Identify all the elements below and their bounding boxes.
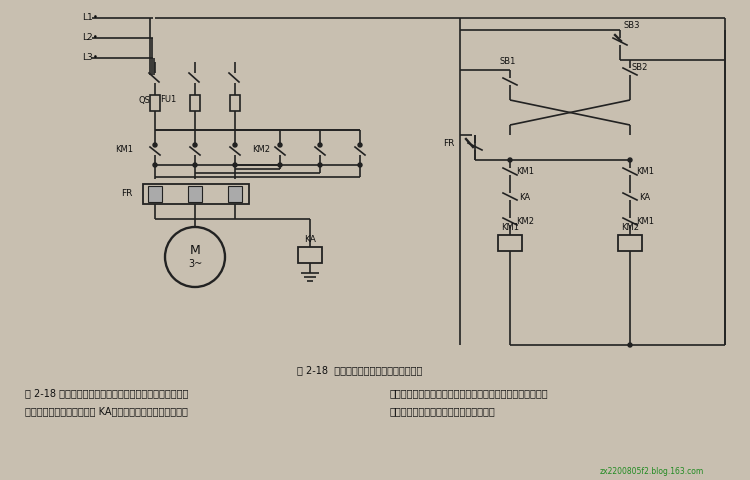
- Text: FR: FR: [444, 139, 455, 147]
- Text: KA: KA: [304, 235, 316, 243]
- Text: 3~: 3~: [188, 259, 202, 269]
- Text: SB3: SB3: [624, 21, 640, 29]
- Text: 图 2-18 所示为带中间继电器的可逆运行控制线路。该线路
由于加装了一只中间继电器 KA，就可防止电动机可逆运行时: 图 2-18 所示为带中间继电器的可逆运行控制线路。该线路 由于加装了一只中间继…: [25, 388, 188, 416]
- Circle shape: [318, 163, 322, 167]
- Text: KM2: KM2: [621, 224, 639, 232]
- Circle shape: [508, 158, 512, 162]
- Text: KM1: KM1: [501, 224, 519, 232]
- Bar: [230, 95, 240, 111]
- Text: zx2200805f2.blog.163.com: zx2200805f2.blog.163.com: [600, 468, 704, 477]
- Text: KA: KA: [640, 192, 650, 202]
- Circle shape: [233, 163, 237, 167]
- Text: KM1: KM1: [516, 168, 534, 177]
- Circle shape: [628, 158, 632, 162]
- Bar: [188, 186, 202, 202]
- Text: KM2: KM2: [252, 145, 270, 155]
- Circle shape: [153, 163, 157, 167]
- Bar: [143, 184, 249, 204]
- Text: KM1: KM1: [636, 168, 654, 177]
- Text: FR: FR: [122, 190, 133, 199]
- Text: SB2: SB2: [632, 63, 648, 72]
- Bar: [190, 95, 200, 111]
- Circle shape: [153, 143, 157, 147]
- Circle shape: [233, 143, 237, 147]
- Text: L1•: L1•: [82, 13, 98, 23]
- Text: KM1: KM1: [636, 217, 654, 227]
- Text: L3•: L3•: [82, 53, 98, 62]
- Text: KA: KA: [520, 192, 530, 202]
- Text: FU1: FU1: [160, 96, 176, 105]
- Text: KM2: KM2: [516, 217, 534, 227]
- Bar: [618, 235, 642, 251]
- Circle shape: [318, 143, 322, 147]
- Text: 因容量较大或操作不当等原因，在触点尚未完全灭弧时而反转
的接触器闭合，所产生的相间短路现象。: 因容量较大或操作不当等原因，在触点尚未完全灭弧时而反转 的接触器闭合，所产生的相…: [390, 388, 548, 416]
- Circle shape: [278, 143, 282, 147]
- Circle shape: [628, 343, 632, 347]
- Bar: [298, 247, 322, 263]
- Circle shape: [278, 163, 282, 167]
- Text: 图 2-18  带中间继电器的可逆运行控制线路: 图 2-18 带中间继电器的可逆运行控制线路: [297, 365, 423, 375]
- Text: SB1: SB1: [500, 58, 516, 67]
- Circle shape: [358, 163, 362, 167]
- Bar: [150, 95, 160, 111]
- Text: L2•: L2•: [82, 34, 98, 43]
- Circle shape: [358, 143, 362, 147]
- Bar: [228, 186, 242, 202]
- Text: KM1: KM1: [115, 145, 133, 155]
- Text: QS: QS: [138, 96, 150, 105]
- Text: M: M: [190, 244, 200, 257]
- Bar: [498, 235, 522, 251]
- Circle shape: [193, 163, 197, 167]
- Bar: [148, 186, 162, 202]
- Circle shape: [193, 143, 197, 147]
